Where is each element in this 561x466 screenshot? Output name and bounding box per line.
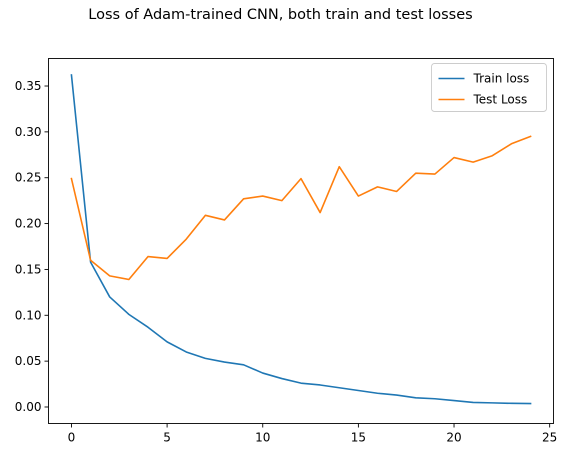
x-axis: 0 5 10 15 20 25: [68, 423, 557, 445]
chart-title: Loss of Adam-trained CNN, both train and…: [88, 7, 473, 23]
y-tick-label: 0.25: [15, 171, 42, 185]
series-line-1: [70, 135, 532, 281]
y-tick-label: 0.30: [15, 125, 42, 139]
x-tick-label: 0: [68, 431, 76, 445]
y-axis: 0.00 0.05 0.10 0.15 0.20 0.25 0.30 0.35: [15, 79, 49, 414]
y-tick-label: 0.05: [15, 354, 42, 368]
y-tick-label: 0.00: [15, 400, 42, 414]
series-layer: [70, 74, 532, 405]
y-tick-label: 0.15: [15, 262, 42, 276]
y-tick-label: 0.35: [15, 79, 42, 93]
legend: Train loss Test Loss: [431, 63, 547, 112]
x-tick-label: 15: [351, 431, 366, 445]
x-tick-label: 25: [542, 431, 557, 445]
y-tick-label: 0.20: [15, 217, 42, 231]
x-tick-label: 10: [255, 431, 270, 445]
x-tick-label: 5: [163, 431, 171, 445]
series-line-0: [70, 74, 532, 405]
plot-frame: [48, 58, 554, 424]
legend-label-1: Test Loss: [473, 93, 528, 107]
x-tick-label: 20: [446, 431, 461, 445]
legend-label-0: Train loss: [473, 72, 530, 86]
y-tick-label: 0.10: [15, 308, 42, 322]
